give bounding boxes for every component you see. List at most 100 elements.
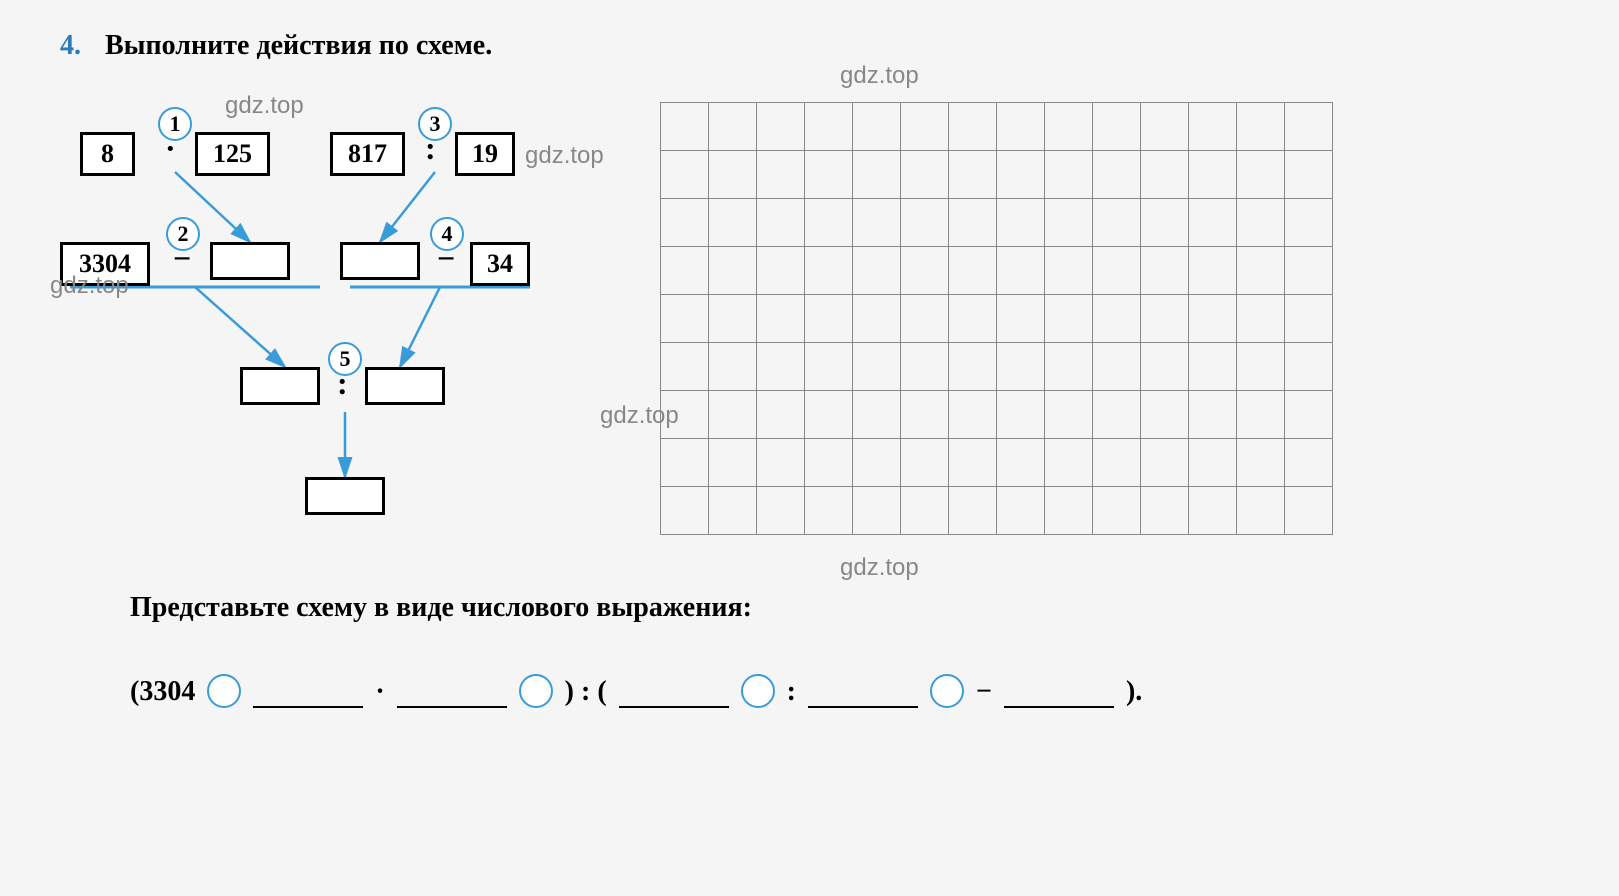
grid-cell[interactable] (1285, 199, 1333, 247)
grid-cell[interactable] (1285, 439, 1333, 487)
grid-cell[interactable] (997, 247, 1045, 295)
grid-cell[interactable] (805, 391, 853, 439)
grid-cell[interactable] (757, 343, 805, 391)
grid-cell[interactable] (949, 295, 997, 343)
grid-cell[interactable] (1189, 199, 1237, 247)
grid-cell[interactable] (1237, 103, 1285, 151)
box-empty-r3-1[interactable] (240, 367, 320, 405)
grid-cell[interactable] (805, 247, 853, 295)
grid-cell[interactable] (949, 439, 997, 487)
grid-cell[interactable] (1093, 343, 1141, 391)
grid-cell[interactable] (1141, 439, 1189, 487)
grid-cell[interactable] (1093, 487, 1141, 535)
blank-circle[interactable] (741, 674, 775, 708)
grid-cell[interactable] (1045, 103, 1093, 151)
grid-cell[interactable] (853, 295, 901, 343)
grid-cell[interactable] (1285, 391, 1333, 439)
grid-cell[interactable] (853, 247, 901, 295)
grid-cell[interactable] (853, 151, 901, 199)
grid-cell[interactable] (1237, 151, 1285, 199)
grid-cell[interactable] (709, 487, 757, 535)
grid-cell[interactable] (901, 103, 949, 151)
grid-cell[interactable] (997, 343, 1045, 391)
grid-cell[interactable] (805, 103, 853, 151)
grid-cell[interactable] (1093, 247, 1141, 295)
grid-cell[interactable] (1189, 343, 1237, 391)
grid-cell[interactable] (1285, 247, 1333, 295)
grid-cell[interactable] (997, 151, 1045, 199)
blank-circle[interactable] (930, 674, 964, 708)
grid-cell[interactable] (1093, 151, 1141, 199)
grid-cell[interactable] (949, 151, 997, 199)
blank-line[interactable] (808, 680, 918, 708)
grid-cell[interactable] (1141, 343, 1189, 391)
grid-cell[interactable] (1141, 487, 1189, 535)
grid-cell[interactable] (901, 151, 949, 199)
grid-cell[interactable] (1045, 343, 1093, 391)
grid-cell[interactable] (805, 487, 853, 535)
grid-cell[interactable] (901, 247, 949, 295)
grid-cell[interactable] (1093, 391, 1141, 439)
grid-cell[interactable] (853, 391, 901, 439)
grid-cell[interactable] (901, 343, 949, 391)
grid-cell[interactable] (805, 199, 853, 247)
grid-cell[interactable] (805, 151, 853, 199)
grid-cell[interactable] (757, 151, 805, 199)
grid-cell[interactable] (709, 343, 757, 391)
grid-cell[interactable] (997, 295, 1045, 343)
grid-cell[interactable] (949, 199, 997, 247)
grid-cell[interactable] (661, 487, 709, 535)
grid-cell[interactable] (949, 343, 997, 391)
grid-cell[interactable] (709, 295, 757, 343)
grid-cell[interactable] (901, 439, 949, 487)
grid-cell[interactable] (853, 199, 901, 247)
grid-cell[interactable] (1189, 487, 1237, 535)
grid-cell[interactable] (1141, 103, 1189, 151)
grid-cell[interactable] (1141, 295, 1189, 343)
grid-cell[interactable] (1045, 295, 1093, 343)
grid-cell[interactable] (1285, 487, 1333, 535)
grid-cell[interactable] (949, 247, 997, 295)
grid-cell[interactable] (1093, 199, 1141, 247)
grid-cell[interactable] (1237, 247, 1285, 295)
grid-cell[interactable] (757, 247, 805, 295)
grid-cell[interactable] (1189, 247, 1237, 295)
grid-cell[interactable] (661, 295, 709, 343)
grid-cell[interactable] (1285, 295, 1333, 343)
grid-cell[interactable] (1141, 391, 1189, 439)
grid-cell[interactable] (709, 199, 757, 247)
grid-cell[interactable] (1285, 343, 1333, 391)
grid-cell[interactable] (1237, 391, 1285, 439)
grid-cell[interactable] (997, 487, 1045, 535)
grid-cell[interactable] (1237, 439, 1285, 487)
grid-cell[interactable] (1045, 391, 1093, 439)
grid-cell[interactable] (1045, 439, 1093, 487)
grid-cell[interactable] (853, 487, 901, 535)
grid-cell[interactable] (1189, 295, 1237, 343)
grid-cell[interactable] (661, 151, 709, 199)
blank-line[interactable] (1004, 680, 1114, 708)
grid-cell[interactable] (661, 247, 709, 295)
grid-cell[interactable] (997, 391, 1045, 439)
blank-circle[interactable] (207, 674, 241, 708)
grid-cell[interactable] (757, 103, 805, 151)
blank-circle[interactable] (519, 674, 553, 708)
grid-cell[interactable] (1189, 439, 1237, 487)
grid-cell[interactable] (1189, 103, 1237, 151)
grid-cell[interactable] (901, 199, 949, 247)
grid-cell[interactable] (853, 343, 901, 391)
grid-cell[interactable] (949, 391, 997, 439)
grid-cell[interactable] (1045, 199, 1093, 247)
blank-line[interactable] (619, 680, 729, 708)
grid-cell[interactable] (757, 487, 805, 535)
grid-cell[interactable] (1045, 247, 1093, 295)
grid-cell[interactable] (661, 103, 709, 151)
blank-line[interactable] (397, 680, 507, 708)
grid-cell[interactable] (853, 439, 901, 487)
grid-cell[interactable] (709, 391, 757, 439)
grid-cell[interactable] (1237, 343, 1285, 391)
grid-cell[interactable] (709, 151, 757, 199)
grid-cell[interactable] (709, 103, 757, 151)
grid-cell[interactable] (1141, 199, 1189, 247)
grid-cell[interactable] (1285, 151, 1333, 199)
